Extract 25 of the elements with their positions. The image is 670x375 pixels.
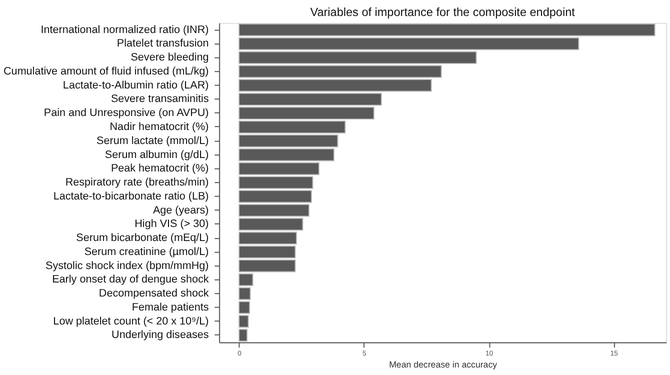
- y-tick-label: Lactate-to-Albumin ratio (LAR): [62, 79, 209, 92]
- y-tick-label: Decompensated shock: [98, 288, 210, 300]
- y-tick-label: Early onset day of dengue shock: [52, 274, 210, 286]
- y-tick-label: Severe bleeding: [130, 52, 209, 64]
- y-tick-label: Serum lactate (mmol/L): [96, 134, 209, 147]
- y-tick-label: Peak hematocrit (%): [110, 162, 209, 175]
- y-tick-label: Severe transaminitis: [110, 93, 210, 106]
- y-tick-label: Low platelet count (< 20 x 10⁹/L): [53, 315, 209, 328]
- y-tick-label: International normalized ratio (INR): [40, 24, 209, 36]
- chart-title: Variables of importance for the composite endpoint: [310, 6, 576, 20]
- x-axis-title: Mean decrease in accuracy: [389, 359, 498, 370]
- y-tick-label: Serum creatinine (µmol/L): [84, 246, 209, 258]
- y-tick-label: Age (years): [152, 204, 209, 216]
- y-tick-label: Female patients: [132, 301, 210, 314]
- y-tick-label: Pain and Unresponsive (on AVPU): [44, 107, 209, 120]
- y-tick-label: Serum albumin (g/dL): [104, 148, 209, 161]
- y-tick-label: Respiratory rate (breaths/min): [65, 176, 209, 189]
- y-tick-label: Systolic shock index (bpm/mmHg): [46, 260, 209, 272]
- y-tick-label: High VIS (> 30): [134, 218, 209, 230]
- y-tick-label: Serum bicarbonate (mEq/L): [76, 232, 209, 244]
- y-tick-label: Underlying diseases: [112, 329, 210, 342]
- y-tick-label: Nadir hematocrit (%): [110, 121, 209, 133]
- y-tick-label: Platelet transfusion: [116, 38, 209, 50]
- y-tick-label: Lactate-to-bicarbonate ratio (LB): [53, 190, 209, 202]
- y-tick-label: Cumulative amount of fluid infused (mL/kg): [4, 65, 209, 78]
